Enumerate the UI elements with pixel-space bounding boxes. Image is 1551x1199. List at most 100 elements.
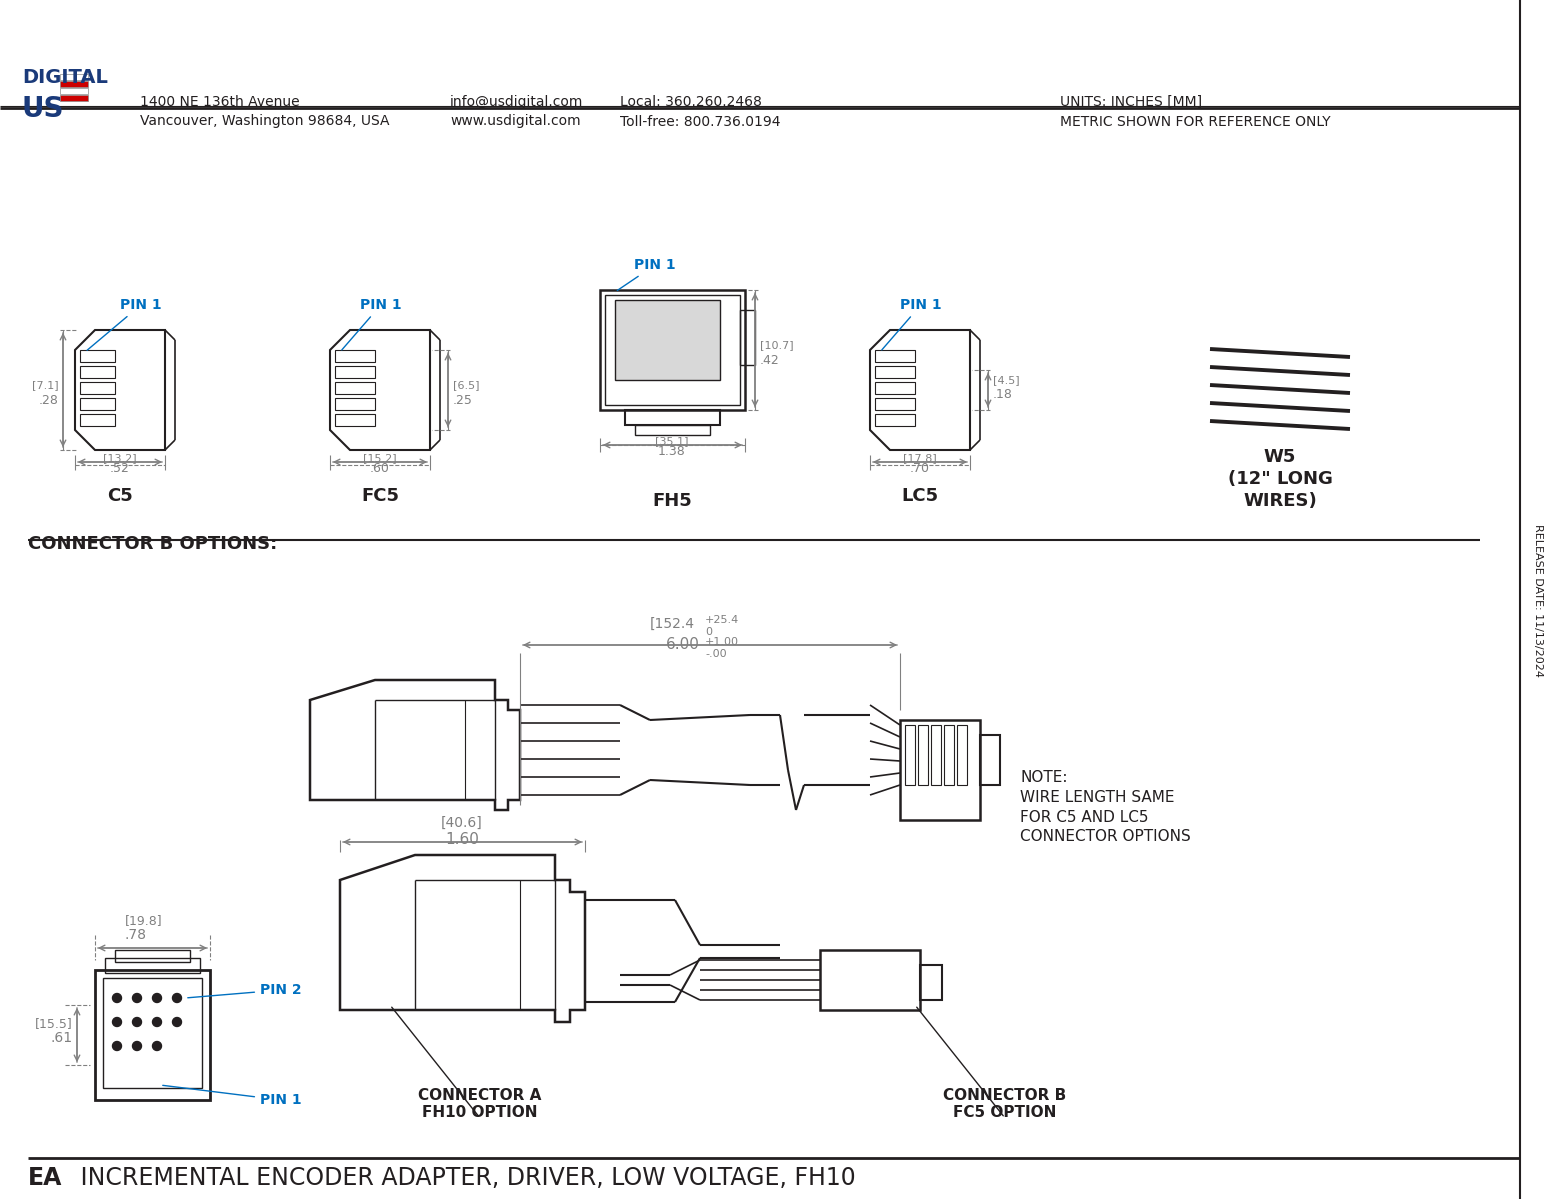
Text: [7.1]: [7.1] bbox=[33, 380, 59, 390]
Circle shape bbox=[172, 1018, 181, 1026]
Text: 1.60: 1.60 bbox=[445, 832, 479, 846]
Polygon shape bbox=[330, 330, 430, 450]
Text: 1400 NE 136th Avenue
Vancouver, Washington 98684, USA: 1400 NE 136th Avenue Vancouver, Washingt… bbox=[140, 95, 389, 128]
Bar bbox=[740, 311, 755, 364]
Text: FH5: FH5 bbox=[651, 492, 692, 510]
Circle shape bbox=[132, 1018, 141, 1026]
Text: PIN 1: PIN 1 bbox=[617, 258, 676, 290]
Text: CONNECTOR A
FH10 OPTION: CONNECTOR A FH10 OPTION bbox=[419, 1087, 541, 1120]
Text: Local: 360.260.2468
Toll-free: 800.736.0194: Local: 360.260.2468 Toll-free: 800.736.0… bbox=[620, 95, 780, 128]
Bar bbox=[945, 725, 954, 785]
Bar bbox=[875, 350, 915, 362]
Bar bbox=[931, 725, 941, 785]
Text: .42: .42 bbox=[760, 354, 780, 367]
Circle shape bbox=[132, 994, 141, 1002]
Bar bbox=[81, 366, 115, 378]
Text: [17.8]: [17.8] bbox=[903, 453, 937, 463]
Text: 6.00: 6.00 bbox=[665, 637, 700, 652]
Text: [40.6]: [40.6] bbox=[440, 817, 482, 830]
Bar bbox=[625, 410, 720, 424]
Text: info@usdigital.com
www.usdigital.com: info@usdigital.com www.usdigital.com bbox=[450, 95, 583, 128]
Text: .25: .25 bbox=[453, 393, 473, 406]
Bar bbox=[95, 970, 209, 1099]
Bar bbox=[81, 382, 115, 394]
Bar bbox=[60, 95, 88, 101]
Polygon shape bbox=[74, 330, 164, 450]
Text: 1.38: 1.38 bbox=[658, 445, 686, 458]
Text: [15.2]: [15.2] bbox=[363, 453, 397, 463]
Text: [6.5]: [6.5] bbox=[453, 380, 479, 390]
Text: [4.5]: [4.5] bbox=[993, 375, 1019, 385]
Text: .61: .61 bbox=[51, 1031, 73, 1046]
Polygon shape bbox=[310, 680, 520, 811]
Circle shape bbox=[172, 994, 181, 1002]
Bar bbox=[875, 398, 915, 410]
Text: PIN 1: PIN 1 bbox=[163, 1085, 301, 1107]
Text: RELEASE DATE: 11/13/2024: RELEASE DATE: 11/13/2024 bbox=[1532, 524, 1543, 676]
Text: +1.00
-.00: +1.00 -.00 bbox=[706, 637, 738, 658]
Circle shape bbox=[113, 1042, 121, 1050]
Bar bbox=[980, 735, 1000, 785]
Text: UNITS: INCHES [MM]
METRIC SHOWN FOR REFERENCE ONLY: UNITS: INCHES [MM] METRIC SHOWN FOR REFE… bbox=[1059, 95, 1331, 128]
Circle shape bbox=[113, 1018, 121, 1026]
Text: .70: .70 bbox=[910, 462, 931, 475]
Bar bbox=[335, 350, 375, 362]
Text: +25.4
0: +25.4 0 bbox=[706, 615, 740, 637]
Bar bbox=[875, 382, 915, 394]
Text: LC5: LC5 bbox=[901, 487, 938, 505]
Text: .28: .28 bbox=[39, 393, 59, 406]
Bar bbox=[60, 74, 88, 80]
Bar bbox=[920, 965, 941, 1000]
Text: PIN 1: PIN 1 bbox=[87, 299, 161, 350]
Circle shape bbox=[152, 1018, 161, 1026]
Text: INCREMENTAL ENCODER ADAPTER, DRIVER, LOW VOLTAGE, FH10: INCREMENTAL ENCODER ADAPTER, DRIVER, LOW… bbox=[73, 1165, 856, 1189]
Bar bbox=[81, 398, 115, 410]
Text: [15.5]: [15.5] bbox=[36, 1018, 73, 1030]
Text: PIN 1: PIN 1 bbox=[341, 299, 402, 350]
Text: W5
(12" LONG
WIRES): W5 (12" LONG WIRES) bbox=[1227, 447, 1332, 510]
Polygon shape bbox=[340, 855, 585, 1022]
Text: [13.2]: [13.2] bbox=[104, 453, 136, 463]
Circle shape bbox=[113, 994, 121, 1002]
Bar bbox=[60, 82, 88, 88]
Circle shape bbox=[152, 1042, 161, 1050]
Polygon shape bbox=[870, 330, 969, 450]
Text: FC5: FC5 bbox=[361, 487, 399, 505]
Text: NOTE:
WIRE LENGTH SAME
FOR C5 AND LC5
CONNECTOR OPTIONS: NOTE: WIRE LENGTH SAME FOR C5 AND LC5 CO… bbox=[1021, 770, 1191, 844]
Text: PIN 1: PIN 1 bbox=[883, 299, 941, 350]
Text: CONNECTOR B OPTIONS:: CONNECTOR B OPTIONS: bbox=[28, 535, 278, 553]
Bar bbox=[81, 414, 115, 426]
Bar bbox=[820, 950, 920, 1010]
Bar bbox=[875, 366, 915, 378]
Text: .52: .52 bbox=[110, 462, 130, 475]
Circle shape bbox=[132, 1042, 141, 1050]
Bar bbox=[918, 725, 927, 785]
Bar bbox=[60, 88, 88, 94]
Bar bbox=[105, 958, 200, 974]
Bar bbox=[900, 721, 980, 820]
Bar bbox=[335, 414, 375, 426]
Text: CONNECTOR B
FC5 OPTION: CONNECTOR B FC5 OPTION bbox=[943, 1087, 1067, 1120]
Text: EA: EA bbox=[28, 1165, 62, 1189]
Text: PIN 2: PIN 2 bbox=[188, 983, 301, 998]
Bar bbox=[957, 725, 966, 785]
Bar bbox=[600, 290, 744, 410]
Text: DIGITAL: DIGITAL bbox=[22, 68, 109, 88]
Text: [10.7]: [10.7] bbox=[760, 341, 794, 350]
Text: [152.4: [152.4 bbox=[650, 617, 695, 631]
Bar bbox=[102, 978, 202, 1087]
Text: US: US bbox=[22, 95, 65, 123]
Bar bbox=[81, 350, 115, 362]
Text: C5: C5 bbox=[107, 487, 133, 505]
Text: .60: .60 bbox=[371, 462, 389, 475]
Bar bbox=[335, 366, 375, 378]
Bar bbox=[904, 725, 915, 785]
Bar bbox=[634, 424, 710, 435]
Text: [35.1]: [35.1] bbox=[655, 436, 689, 446]
Bar bbox=[335, 398, 375, 410]
Text: .18: .18 bbox=[993, 388, 1013, 402]
Bar bbox=[616, 300, 720, 380]
Text: [19.8]: [19.8] bbox=[126, 914, 163, 927]
Bar bbox=[335, 382, 375, 394]
Bar bbox=[115, 950, 191, 962]
